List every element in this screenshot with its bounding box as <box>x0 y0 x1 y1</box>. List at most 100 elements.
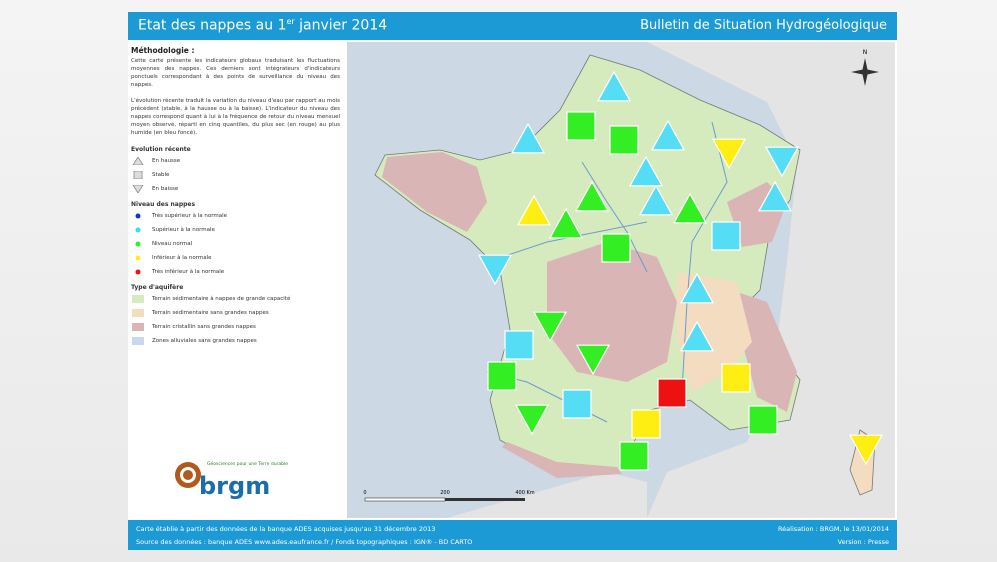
station-marker <box>672 192 708 224</box>
station-marker <box>514 404 550 436</box>
legend-label: Supérieur à la normale <box>152 226 215 233</box>
legend-label: Niveau normal <box>152 240 193 247</box>
station-marker <box>566 111 596 141</box>
map: N 0 200 400 Km <box>347 42 895 518</box>
symbol <box>135 227 141 233</box>
legend-item: Terrain cristallin sans grandes nappes <box>132 322 344 331</box>
legend-label: Stable <box>152 171 170 178</box>
footer-line: Réalisation : BRGM, le 13/01/2014 <box>777 525 889 533</box>
symbol <box>135 213 141 219</box>
symbol <box>133 170 143 179</box>
crystalline-zone <box>502 442 622 478</box>
north-arrow: N <box>851 49 879 86</box>
footer-left: Carte établie à partir des données de la… <box>136 523 472 549</box>
river <box>581 161 648 273</box>
footer-line: Source des données : banque ADES www.ade… <box>136 538 473 546</box>
legend-label: Terrain sédimentaire sans grandes nappes <box>152 309 269 316</box>
station-marker <box>532 311 568 343</box>
scale-label: 0 <box>363 490 366 496</box>
paragraph: L'évolution récente traduit la variation… <box>131 97 340 136</box>
neighbouring-land <box>447 472 647 518</box>
title-sup: er <box>286 17 295 26</box>
scale-label: 200 <box>440 490 450 496</box>
legend-label: Terrain sédimentaire à nappes de grande … <box>152 295 291 302</box>
station-marker <box>510 122 546 154</box>
station-marker <box>619 441 649 471</box>
station-marker <box>574 180 610 212</box>
station-marker <box>548 207 584 239</box>
footer-right: Réalisation : BRGM, le 13/01/2014 Version… <box>778 523 889 549</box>
station-marker <box>764 146 800 178</box>
legend-heading: Niveau des nappes <box>131 200 196 208</box>
station-marker <box>848 434 884 466</box>
title-text: Etat des nappes au 1 <box>138 17 287 34</box>
crystalline-zone <box>382 152 487 232</box>
title-end: janvier 2014 <box>294 17 388 34</box>
station-marker <box>628 155 664 187</box>
station-marker <box>562 389 592 419</box>
neighbouring-land <box>647 42 895 518</box>
paragraph: Cette carte présente les indicateurs glo… <box>131 58 340 88</box>
legend-item: En hausse <box>132 156 344 165</box>
station-marker <box>748 405 778 435</box>
station-marker <box>575 344 611 376</box>
legend-item: Inférieur à la normale <box>132 254 344 262</box>
footer-line: Version : Presse <box>837 538 889 546</box>
station-marker <box>711 138 747 170</box>
subtitle: Bulletin de Situation Hydrogéologique <box>640 18 887 33</box>
station-marker <box>679 320 715 352</box>
legend-label: Très supérieur à la normale <box>152 212 228 219</box>
symbol <box>132 184 144 193</box>
legend-item: Supérieur à la normale <box>132 226 344 234</box>
legend-heading: Evolution récente <box>131 145 191 153</box>
logo: Géosciences pour une Terre durable brgm <box>173 460 323 510</box>
swatch <box>132 336 144 345</box>
symbol <box>135 269 141 275</box>
legend-label: En hausse <box>152 157 181 164</box>
station-marker <box>631 409 661 439</box>
legend-label: Zones alluviales sans grandes nappes <box>152 337 257 344</box>
symbol <box>135 255 141 261</box>
footer-line: Carte établie à partir des données de la… <box>136 525 436 533</box>
legend-label: Inférieur à la normale <box>152 254 212 261</box>
river <box>681 121 728 393</box>
station-marker <box>601 233 631 263</box>
symbol <box>135 241 141 247</box>
logo-name: brgm <box>199 472 271 500</box>
crystalline-zone <box>737 292 797 412</box>
station-marker <box>657 378 687 408</box>
station-marker <box>757 180 793 212</box>
station-marker <box>650 119 686 151</box>
side-panel: Méthodologie : Cette carte présente les … <box>128 42 344 520</box>
station-marker <box>516 194 552 226</box>
legend-item: Très inférieur à la normale <box>132 268 344 276</box>
station-marker <box>638 184 674 216</box>
legend-item: Zones alluviales sans grandes nappes <box>132 336 344 345</box>
legend-item: Terrain sédimentaire à nappes de grande … <box>132 294 344 303</box>
legend-item: Niveau normal <box>132 240 344 248</box>
methodology-heading: Méthodologie : <box>131 46 195 55</box>
station-marker <box>679 272 715 304</box>
scale-label: 400 Km <box>515 490 534 496</box>
legend-item: Très supérieur à la normale <box>132 212 344 220</box>
footer: Carte établie à partir des données de la… <box>128 520 897 550</box>
logo-icon <box>175 462 201 488</box>
symbol <box>132 156 144 165</box>
station-marker <box>609 125 639 155</box>
station-marker <box>596 70 632 102</box>
swatch <box>132 308 144 317</box>
poster: Etat des nappes au 1er janvier 2014 Bull… <box>128 12 897 550</box>
station-marker <box>477 254 513 286</box>
station-marker <box>711 221 741 251</box>
legend-heading: Type d'aquifère <box>131 283 184 291</box>
title: Etat des nappes au 1er janvier 2014 <box>138 17 387 34</box>
swatch <box>132 294 144 303</box>
legend-label: Terrain cristallin sans grandes nappes <box>152 323 256 330</box>
scale-bar: 0 200 400 Km <box>363 490 535 502</box>
station-marker <box>721 363 751 393</box>
legend-item: Stable <box>132 170 344 179</box>
legend-label: En baisse <box>152 185 179 192</box>
legend-item: En baisse <box>132 184 344 193</box>
swatch <box>132 322 144 331</box>
